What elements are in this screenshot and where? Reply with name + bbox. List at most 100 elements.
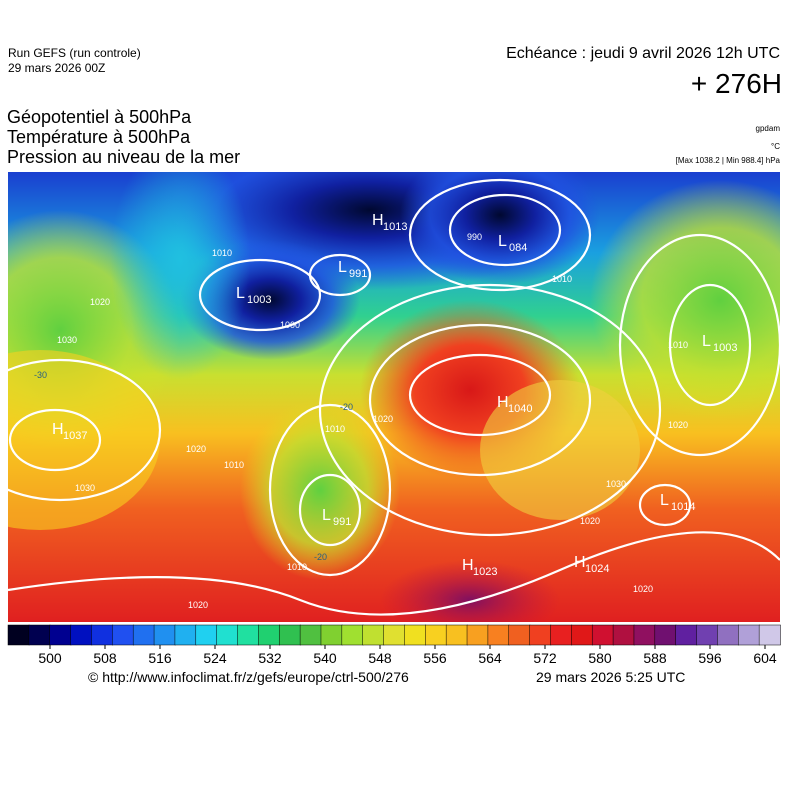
title-2: Température à 500hPa <box>7 127 191 147</box>
title-3: Pression au niveau de la mer <box>7 147 241 167</box>
colorbar-cell <box>529 624 552 646</box>
pressure-center-type: L <box>322 507 331 524</box>
isobar-label: 1030 <box>57 335 77 345</box>
pressure-center-value: 1013 <box>383 221 407 233</box>
isobar-label: 1030 <box>75 483 95 493</box>
colorbar-cell <box>341 624 364 646</box>
isobar-label: 1020 <box>668 420 688 430</box>
run-date: 29 mars 2026 00Z <box>8 61 106 75</box>
lead-time: + 276H <box>690 68 782 99</box>
colorbar-tick-label: 564 <box>478 650 502 666</box>
pressure-center-type: L <box>498 233 507 250</box>
colorbar-tick-label: 516 <box>148 650 172 666</box>
colorbar-cell <box>216 624 239 646</box>
pressure-center-value: 991 <box>333 516 351 528</box>
colorbar-tick-label: 556 <box>423 650 447 666</box>
isotherm-label: -20 <box>314 552 327 562</box>
colorbar-tick-label: 604 <box>753 650 777 666</box>
run-label: Run GEFS (run controle) <box>8 46 141 60</box>
colorbar-tick-label: 588 <box>643 650 667 666</box>
colorbar-cell <box>174 624 197 646</box>
pressure-center-type: H <box>462 557 474 574</box>
isobar-label: 1010 <box>552 274 572 284</box>
colorbar-cell <box>91 624 114 646</box>
colorbar-cell <box>278 624 301 646</box>
colorbar-cell <box>591 624 614 646</box>
colorbar-cell <box>299 624 322 646</box>
colorbar-cell <box>237 624 260 646</box>
colorbar-cell <box>612 624 635 646</box>
pressure-center-value: 1014 <box>671 501 695 513</box>
colorbar-tick-label: 572 <box>533 650 557 666</box>
isobar-label: 1020 <box>373 414 393 424</box>
colorbar-cell <box>383 624 406 646</box>
colorbar-cell <box>320 624 343 646</box>
colorbar-tick-label: 508 <box>93 650 117 666</box>
pressure-center-value: 991 <box>349 268 367 280</box>
colorbar-tick-label: 580 <box>588 650 612 666</box>
colorbar-cell <box>466 624 489 646</box>
colorbar-cell <box>696 624 719 646</box>
colorbar-tick-label: 596 <box>698 650 722 666</box>
pressure-center-value: 1003 <box>247 294 271 306</box>
pressure-center-value: 1023 <box>473 566 497 578</box>
colorbar-cell <box>487 624 510 646</box>
pressure-center-type: L <box>338 259 347 276</box>
isobar-label: 1020 <box>90 297 110 307</box>
colorbar-cell <box>7 624 30 646</box>
colorbar-cell <box>675 624 698 646</box>
colorbar-cell <box>258 624 280 646</box>
isobar-label: 1020 <box>580 516 600 526</box>
pressure-center-type: H <box>497 394 509 411</box>
isotherm-label: -20 <box>340 402 353 412</box>
colorbar-cell <box>758 624 781 646</box>
map-field <box>8 172 780 622</box>
colorbar-cell <box>28 624 51 646</box>
pressure-center-type: L <box>702 333 711 350</box>
unit-geopotential: gpdam <box>755 124 780 133</box>
source-url: © http://www.infoclimat.fr/z/gefs/europe… <box>88 669 409 685</box>
colorbar-cell <box>654 624 677 646</box>
isobar-label: 1010 <box>287 562 307 572</box>
title-1: Géopotentiel à 500hPa <box>7 107 192 127</box>
isobar-label: 990 <box>467 232 482 242</box>
pressure-center-type: H <box>372 212 384 229</box>
colorbar-cell <box>633 624 656 646</box>
isobar-label: 1010 <box>668 340 688 350</box>
isobar-label: 1010 <box>212 248 232 258</box>
colorbar-tick-label: 524 <box>203 650 227 666</box>
pressure-center-type: H <box>574 554 586 571</box>
colorbar-cell <box>195 624 218 646</box>
pressure-center-value: 1024 <box>585 563 609 575</box>
colorbar-cell <box>571 624 593 646</box>
pressure-center-type: H <box>52 421 64 438</box>
pressure-center-value: 1003 <box>713 342 737 354</box>
isobars <box>8 178 780 616</box>
pressure-center-value: 1040 <box>508 403 532 415</box>
colorbar-tick-label: 532 <box>258 650 282 666</box>
pressure-center-value: 084 <box>509 242 527 254</box>
valid-time: Echéance : jeudi 9 avril 2026 12h UTC <box>506 45 780 62</box>
pressure-center-value: 1037 <box>63 430 87 442</box>
colorbar-cell <box>132 624 155 646</box>
colorbar-cell <box>49 624 72 646</box>
colorbar-cell <box>112 624 134 646</box>
pressure-center-type: L <box>660 492 669 509</box>
isobar-label: 1030 <box>606 479 626 489</box>
unit-temperature: °C <box>771 142 780 151</box>
isotherm-label: -30 <box>34 370 47 380</box>
colorbar-cell <box>445 624 468 646</box>
isobar-label: 1020 <box>188 600 208 610</box>
colorbar-cell <box>404 624 427 646</box>
colorbar-tick-label: 548 <box>368 650 392 666</box>
colorbar-cell <box>717 624 740 646</box>
unit-pressure: [Max 1038.2 | Min 988.4] hPa <box>675 156 780 165</box>
isobar-label: 1000 <box>280 320 300 330</box>
colorbar-cell <box>508 624 531 646</box>
colorbar-cell <box>362 624 385 646</box>
colorbar-cell <box>425 624 447 646</box>
isobar-label: 1010 <box>224 460 244 470</box>
colorbar-cell <box>70 624 93 646</box>
